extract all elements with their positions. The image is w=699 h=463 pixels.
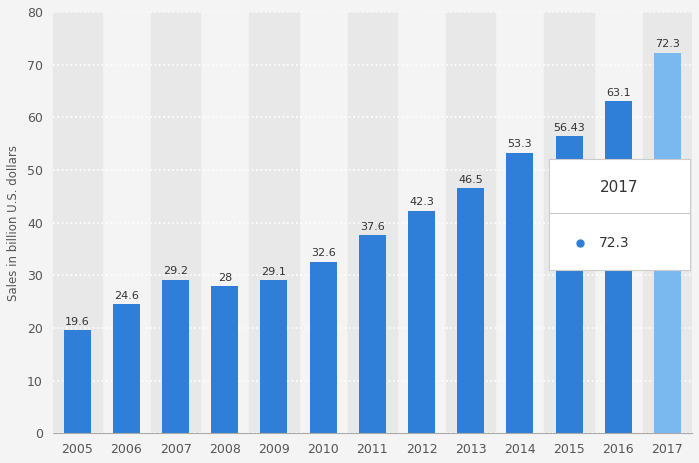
Bar (408, 211, 435, 433)
Text: 32.6: 32.6 (311, 249, 336, 258)
Bar (359, 235, 386, 433)
Text: 37.6: 37.6 (360, 222, 384, 232)
Text: 2017: 2017 (600, 180, 639, 194)
Text: 63.1: 63.1 (606, 88, 630, 98)
Bar (605, 101, 632, 433)
Bar (506, 153, 533, 433)
Text: 28: 28 (217, 273, 232, 283)
Bar (347, 12, 397, 433)
Bar (654, 52, 681, 433)
Bar (211, 286, 238, 433)
Bar (261, 280, 287, 433)
Bar (64, 330, 91, 433)
Bar (162, 280, 189, 433)
Bar (113, 304, 140, 433)
Bar (446, 12, 496, 433)
Text: 46.5: 46.5 (459, 175, 483, 185)
Bar (545, 12, 593, 433)
Y-axis label: Sales in billion U.S. dollars: Sales in billion U.S. dollars (7, 144, 20, 300)
Bar (457, 188, 484, 433)
Text: 29.1: 29.1 (261, 267, 287, 277)
Text: 72.3: 72.3 (655, 39, 680, 50)
Bar (310, 262, 337, 433)
Bar (52, 12, 102, 433)
Text: 19.6: 19.6 (65, 317, 89, 327)
Text: 29.2: 29.2 (163, 266, 188, 276)
Bar (151, 12, 200, 433)
Text: 42.3: 42.3 (409, 197, 434, 207)
Bar (643, 12, 692, 433)
Text: 24.6: 24.6 (114, 291, 139, 300)
Text: 56.43: 56.43 (553, 123, 585, 133)
Text: 53.3: 53.3 (507, 139, 532, 150)
Bar (556, 136, 582, 433)
Bar (250, 12, 298, 433)
Text: 72.3: 72.3 (598, 237, 629, 250)
